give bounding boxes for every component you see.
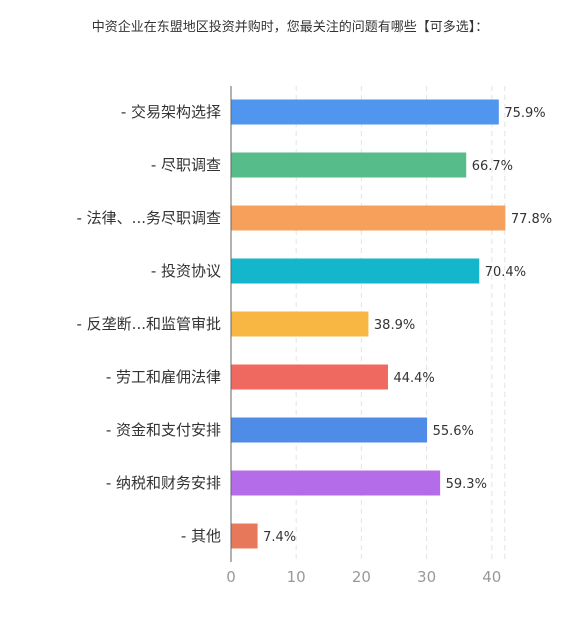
category-label: - 交易架构选择 — [121, 103, 221, 121]
bar — [231, 364, 388, 390]
value-label: 66.7% — [472, 159, 513, 174]
value-label: 75.9% — [504, 106, 545, 121]
category-label: - 劳工和雇佣法律 — [106, 368, 221, 386]
x-tick-label: 30 — [417, 568, 436, 586]
bar — [231, 417, 428, 443]
bar — [231, 99, 499, 125]
value-label: 55.6% — [433, 424, 474, 439]
bar — [231, 258, 480, 284]
x-tick-label: 40 — [482, 568, 501, 586]
value-label: 38.9% — [374, 318, 415, 333]
category-label: - 反垄断...和监管审批 — [77, 315, 222, 333]
value-label: 7.4% — [263, 530, 296, 545]
x-tick-label: 0 — [226, 568, 236, 586]
value-label: 44.4% — [393, 371, 434, 386]
value-label: 70.4% — [485, 265, 526, 280]
category-label: - 资金和支付安排 — [106, 421, 221, 439]
chart-title: 中资企业在东盟地区投资并购时，您最关注的问题有哪些【可多选】： — [91, 20, 489, 35]
value-label: 77.8% — [511, 212, 552, 227]
bar — [231, 311, 369, 337]
bar — [231, 470, 441, 496]
category-label: - 其他 — [181, 527, 221, 545]
category-label: - 纳税和财务安排 — [106, 474, 221, 492]
category-label: - 尽职调查 — [151, 156, 221, 174]
category-label: - 法律、...务尽职调查 — [77, 209, 222, 227]
x-tick-label: 10 — [287, 568, 306, 586]
value-label: 59.3% — [446, 477, 487, 492]
category-label: - 投资协议 — [151, 262, 221, 280]
bar — [231, 205, 506, 231]
bar — [231, 523, 258, 549]
x-tick-label: 20 — [352, 568, 371, 586]
bar — [231, 152, 467, 178]
